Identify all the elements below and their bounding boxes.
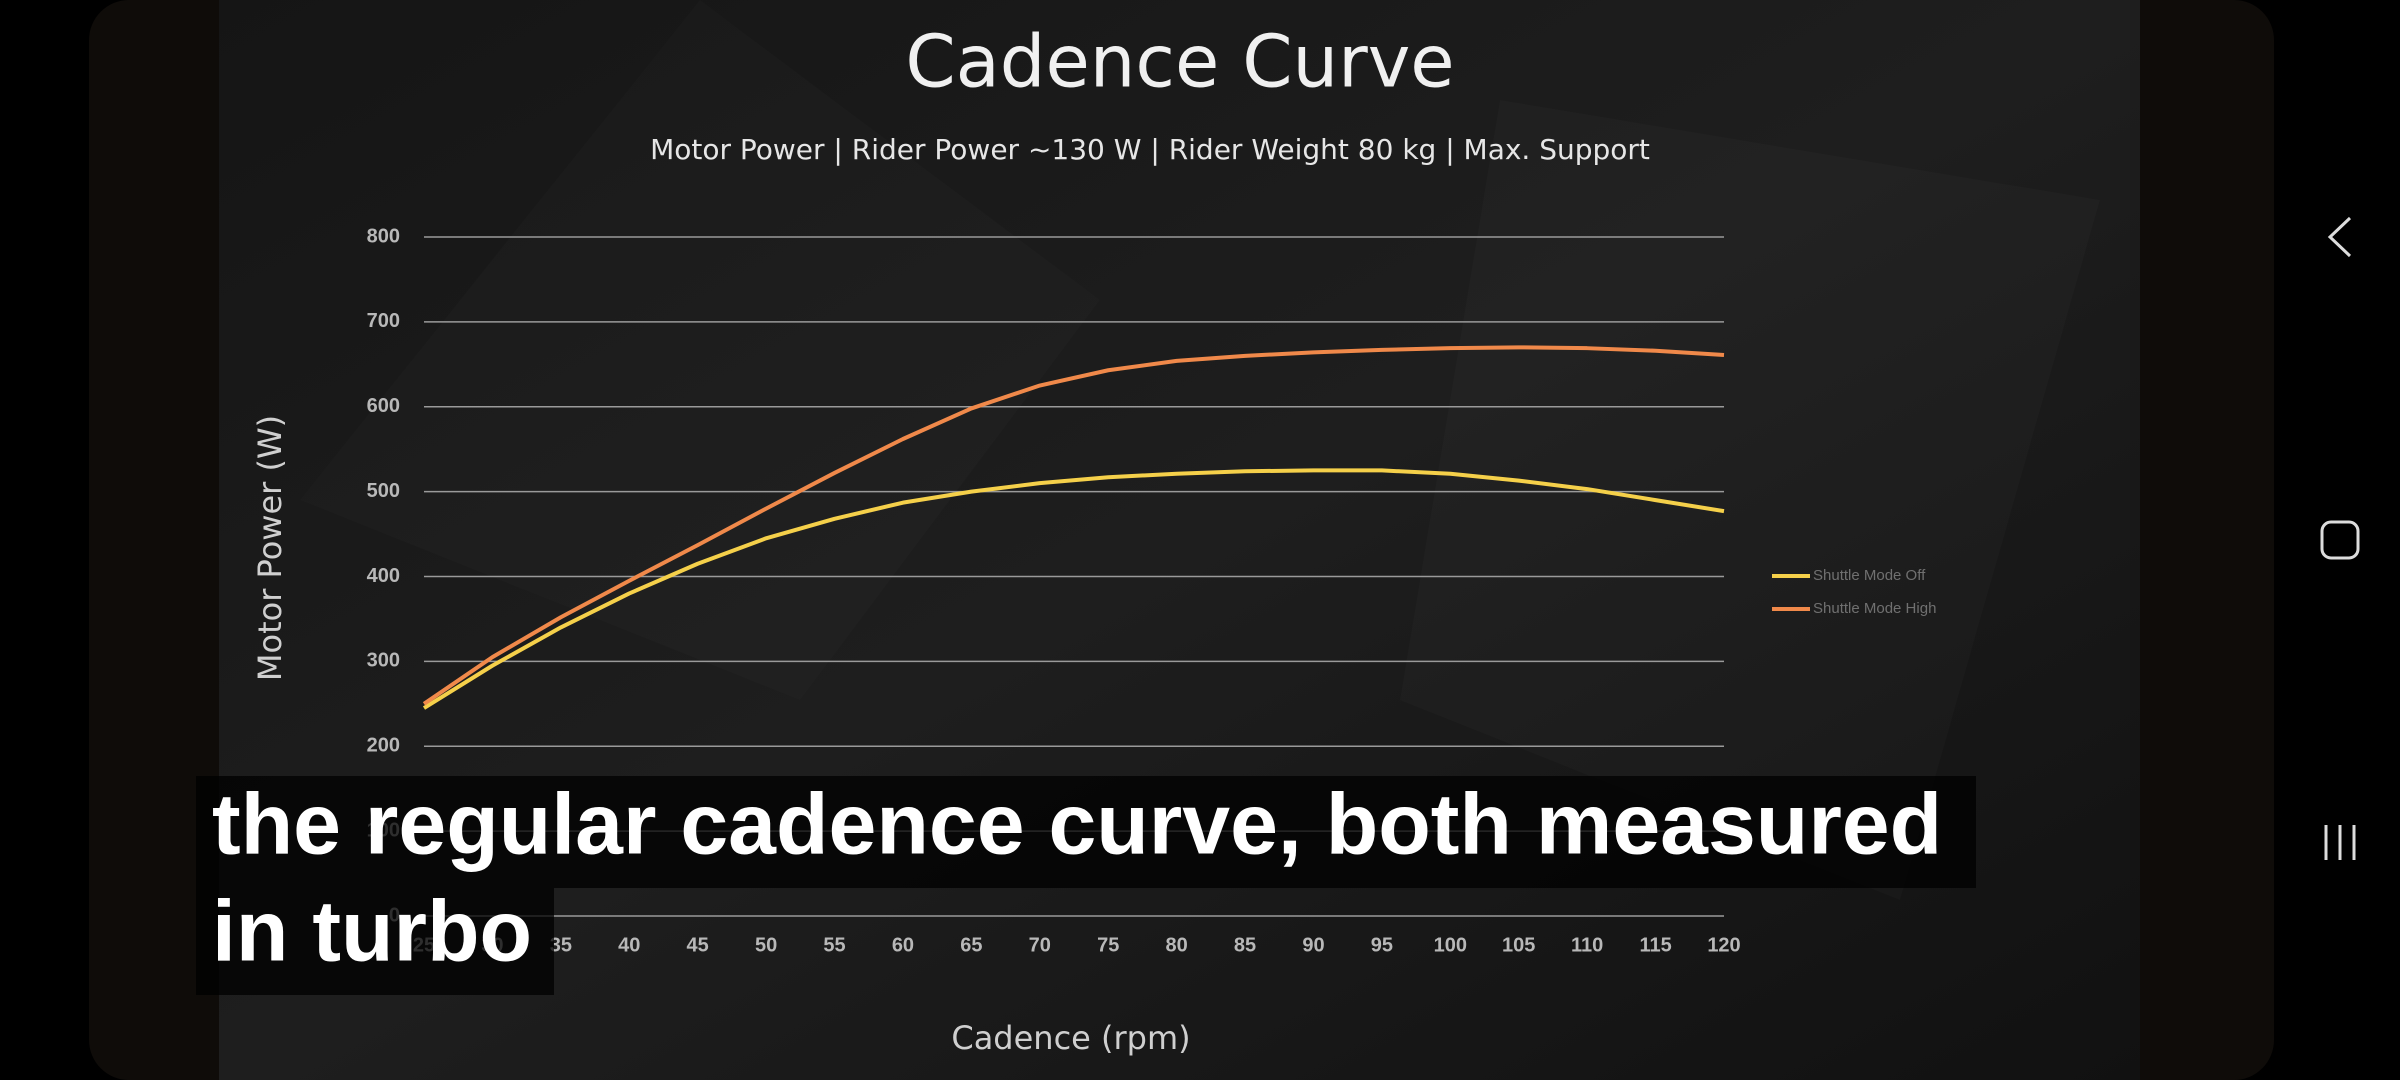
x-tick-label: 55 <box>823 934 845 956</box>
x-tick-label: 35 <box>550 934 572 956</box>
caption-line: in turbo <box>212 884 532 980</box>
y-tick-label: 200 <box>367 735 400 757</box>
chart-title: Cadence Curve <box>905 20 1454 104</box>
caption: the regular cadence curve, both measured… <box>196 776 1976 995</box>
caption-line: the regular cadence curve, both measured <box>212 777 1942 873</box>
x-tick-label: 85 <box>1234 934 1256 956</box>
x-tick-label: 50 <box>755 934 777 956</box>
x-tick-label: 60 <box>892 934 914 956</box>
y-tick-label: 700 <box>367 310 400 332</box>
x-tick-label: 115 <box>1639 934 1671 956</box>
x-tick-label: 110 <box>1571 934 1603 956</box>
legend-label: Shuttle Mode Off <box>1813 567 1926 584</box>
legend-label: Shuttle Mode High <box>1813 600 1936 617</box>
x-axis-label: Cadence (rpm) <box>951 1019 1190 1057</box>
x-tick-label: 95 <box>1371 934 1393 956</box>
x-tick-label: 100 <box>1434 934 1467 956</box>
x-tick-label: 45 <box>687 934 709 956</box>
back-button[interactable] <box>2327 216 2352 258</box>
chart-subtitle: Motor Power | Rider Power ~130 W | Rider… <box>650 133 1650 166</box>
y-tick-label: 600 <box>367 395 400 417</box>
series-line <box>422 345 1725 706</box>
home-button[interactable] <box>2320 520 2360 560</box>
caption-bg <box>196 888 554 995</box>
x-tick-label: 80 <box>1166 934 1188 956</box>
x-tick-label: 65 <box>960 934 982 956</box>
nav-bar <box>2320 216 2360 860</box>
x-tick-label: 90 <box>1302 934 1324 956</box>
y-tick-label: 400 <box>367 565 400 587</box>
x-tick-label: 70 <box>1029 934 1051 956</box>
y-tick-label: 300 <box>367 650 400 672</box>
y-axis-label: Motor Power (W) <box>251 415 289 681</box>
recents-button[interactable] <box>2324 825 2356 860</box>
x-tick-label: 75 <box>1097 934 1119 956</box>
y-tick-label: 800 <box>367 225 400 247</box>
caption-bg <box>196 776 1976 888</box>
series-line <box>422 468 1725 710</box>
x-tick-label: 120 <box>1707 934 1740 956</box>
x-tick-label: 40 <box>618 934 640 956</box>
x-tick-label: 105 <box>1502 934 1535 956</box>
y-tick-label: 500 <box>367 480 400 502</box>
